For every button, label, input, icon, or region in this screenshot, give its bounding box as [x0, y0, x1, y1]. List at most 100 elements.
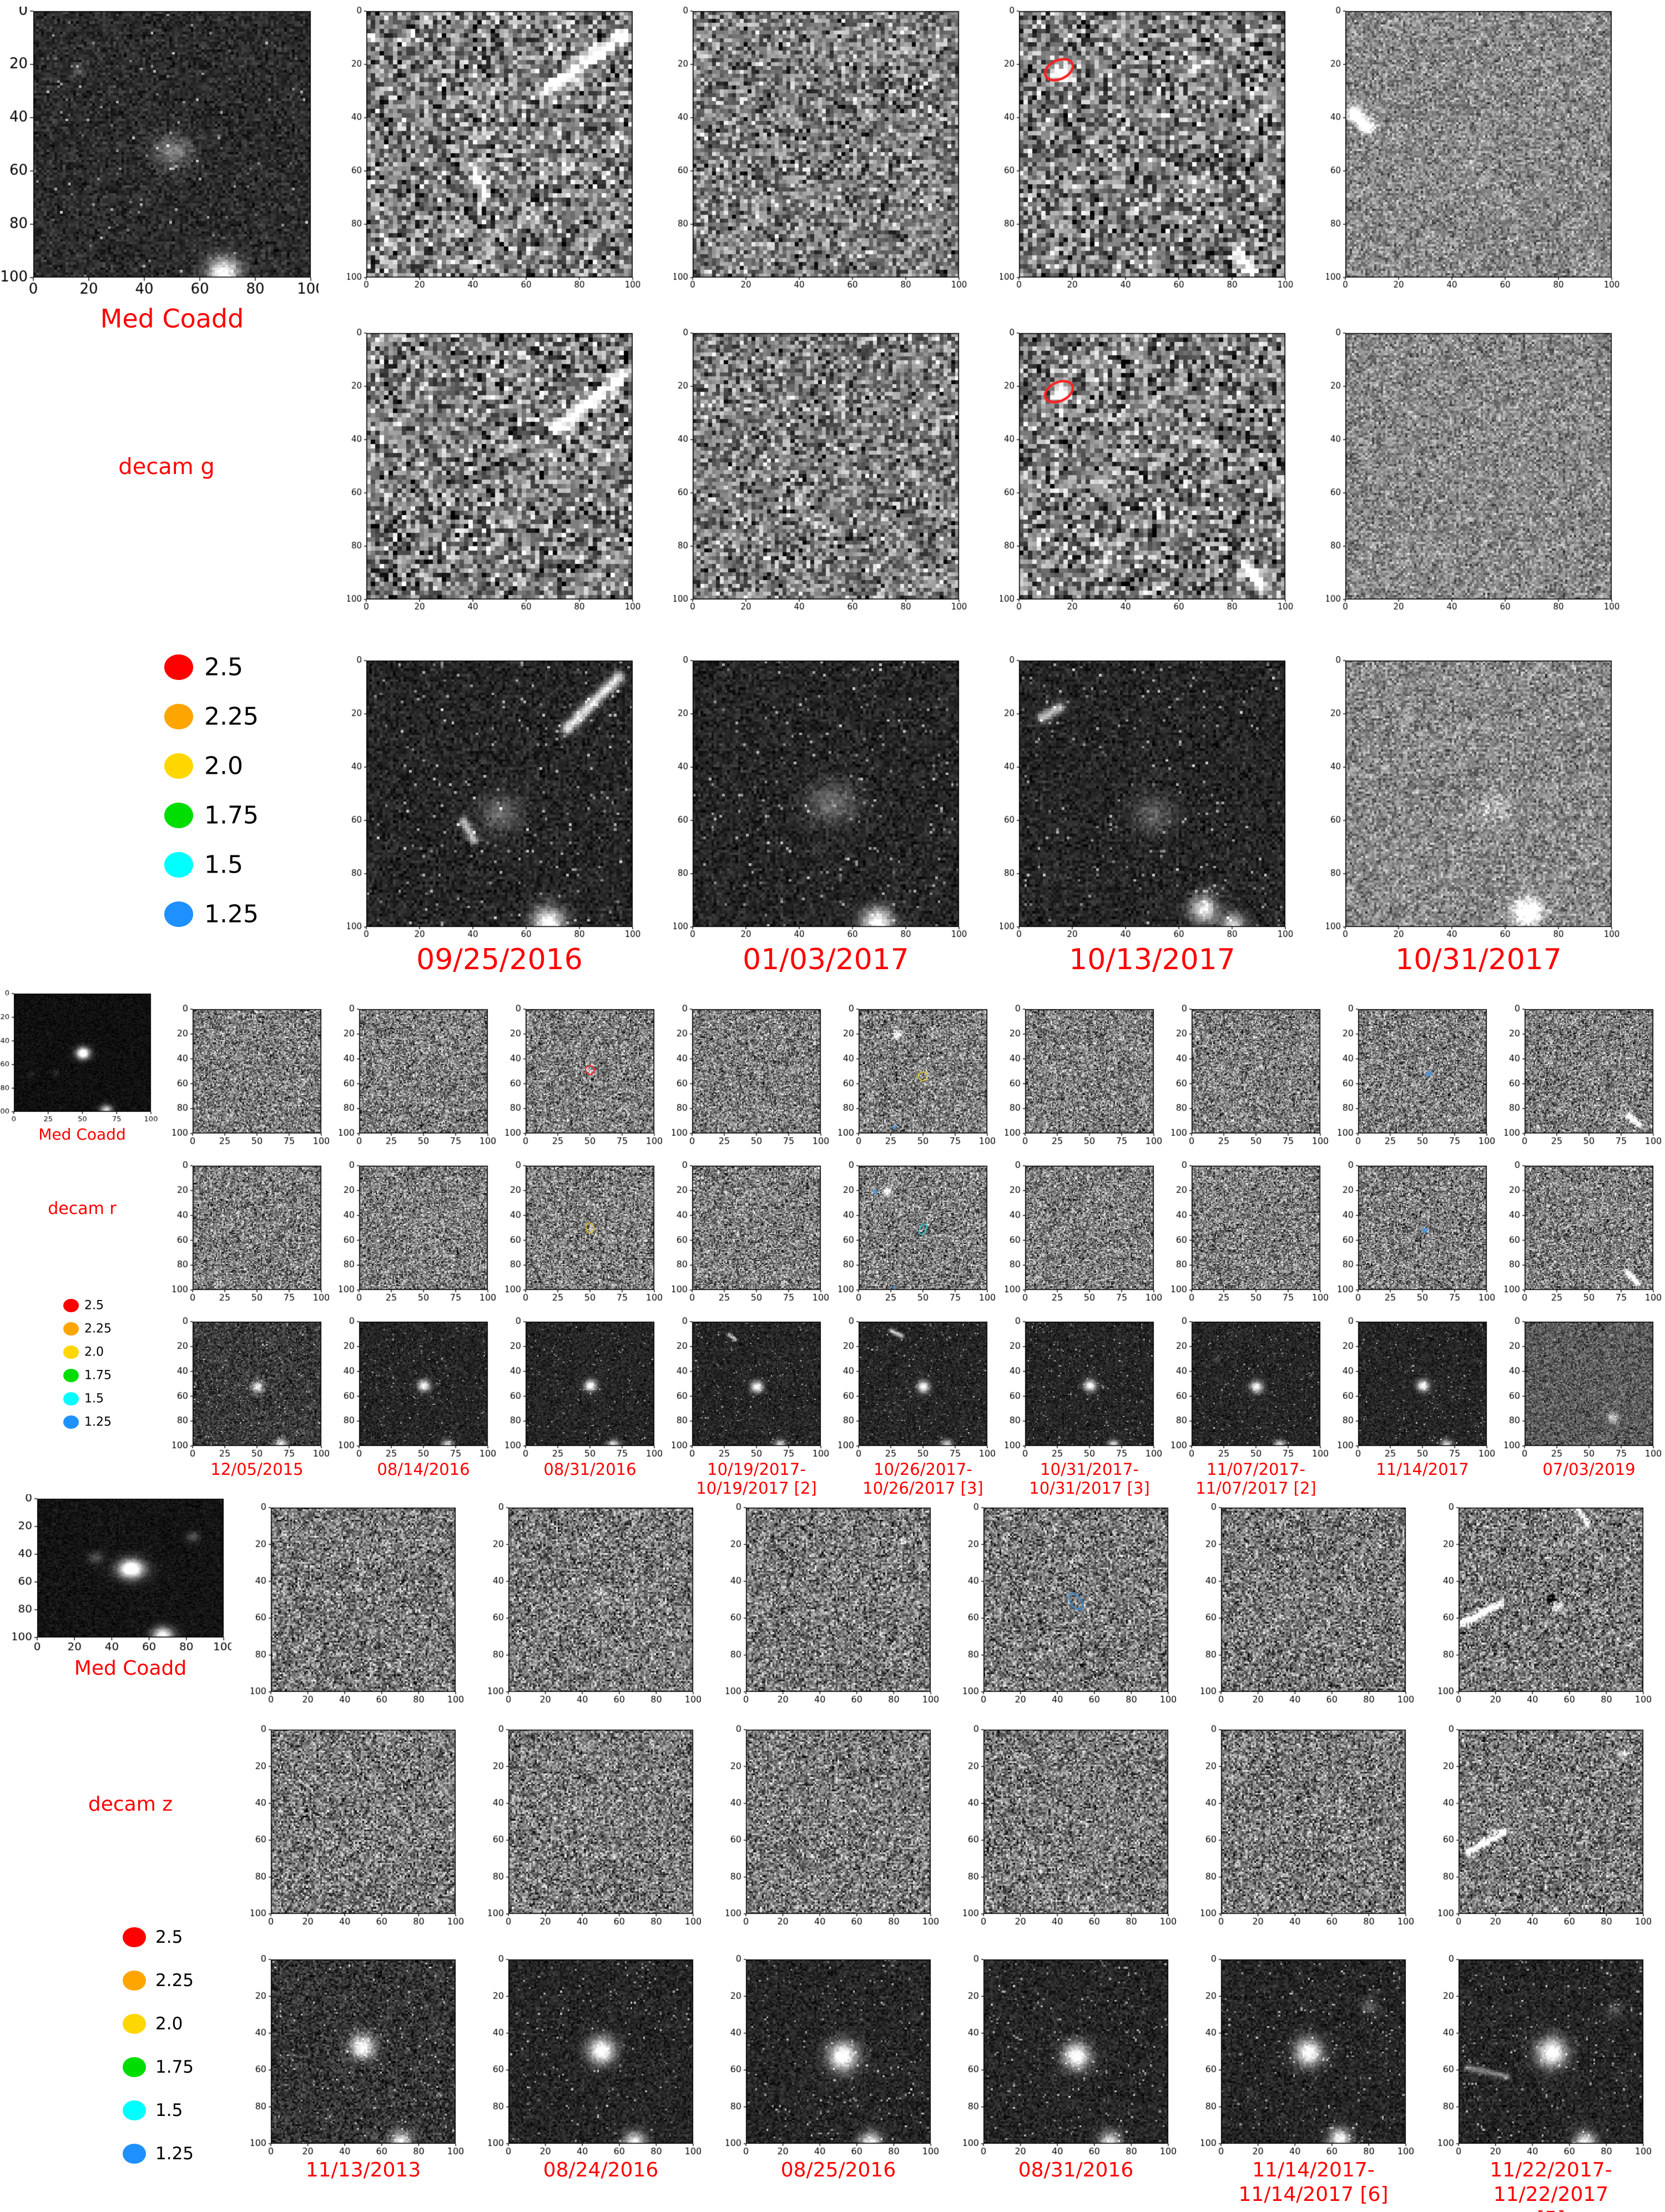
legend-value: 2.0: [155, 2014, 183, 2034]
cutout-panel: [674, 7, 967, 296]
legend-dot-2.0: [63, 1346, 79, 1359]
cutout-panel: [1505, 1161, 1661, 1309]
date-label: 10/31/2017- 10/31/2017 [3]: [1029, 1460, 1150, 1498]
cutout-panel: [339, 1161, 496, 1309]
cutout-panel: [1439, 1955, 1651, 2163]
cutout-panel: [251, 1955, 463, 2163]
cutout-panel: [1201, 1955, 1414, 2163]
legend-dot-1.75: [164, 803, 194, 828]
legend-dot-2.5: [164, 654, 194, 680]
cutout-panel: [506, 1161, 662, 1309]
band-label: decam z: [88, 1793, 173, 1816]
cutout-panel: [674, 656, 967, 945]
legend-dot-1.5: [123, 2100, 146, 2120]
date-label: 08/25/2016: [780, 2159, 896, 2181]
cutout-panel: [1005, 1317, 1162, 1465]
cutout-panel: [839, 1317, 995, 1465]
cutout-panel: [173, 1005, 329, 1152]
legend-value: 1.25: [204, 900, 259, 929]
cutout-panel: [488, 1725, 701, 1933]
cutout-panel: [339, 1005, 496, 1152]
cutout-panel: [1439, 1725, 1651, 1933]
cutout-panel: [1172, 1005, 1328, 1152]
cutout-panel: [726, 1503, 939, 1711]
legend-value: 1.75: [155, 2057, 194, 2077]
legend-value: 1.5: [84, 1392, 104, 1406]
date-label: 08/24/2016: [543, 2159, 659, 2181]
legend-value: 1.75: [204, 801, 259, 830]
cutout-panel: [672, 1317, 829, 1465]
date-label: 10/31/2017: [1395, 943, 1562, 976]
cutout-panel: [1172, 1317, 1328, 1465]
date-label: 10/26/2017- 10/26/2017 [3]: [862, 1460, 983, 1498]
legend-dot-2.5: [63, 1299, 79, 1312]
cutout-panel: [1338, 1005, 1495, 1152]
legend-value: 1.5: [155, 2100, 183, 2120]
cutout-panel: [726, 1955, 939, 2163]
legend-value: 2.25: [155, 1971, 194, 1991]
cutout-panel: [251, 1503, 463, 1711]
date-label: 08/31/2016: [543, 1460, 637, 1479]
med-coadd-label: Med Coadd: [38, 1125, 126, 1143]
legend-dot-1.25: [164, 901, 194, 927]
cutout-panel: [1326, 329, 1619, 618]
legend-value: 2.0: [84, 1345, 104, 1359]
cutout-panel: [1439, 1503, 1651, 1711]
date-label: 11/13/2013: [305, 2159, 421, 2181]
legend-dot-1.5: [63, 1392, 79, 1405]
cutout-panel: [251, 1725, 463, 1933]
med-coadd-cutout: [0, 989, 159, 1129]
date-label: 01/03/2017: [743, 943, 909, 976]
date-label: 10/13/2017: [1069, 943, 1235, 976]
cutout-panel: [672, 1161, 829, 1309]
cutout-panel: [347, 329, 640, 618]
band-label: decam r: [48, 1199, 117, 1218]
date-label: 11/07/2017- 11/07/2017 [2]: [1195, 1460, 1316, 1498]
med-coadd-label: Med Coadd: [74, 1657, 187, 1680]
legend-dot-2.25: [63, 1322, 79, 1336]
date-label: 10/19/2017- 10/19/2017 [2]: [696, 1460, 817, 1498]
legend-dot-2.25: [164, 704, 194, 729]
date-label: 11/14/2017- 11/14/2017 [6]: [1238, 2159, 1389, 2206]
legend-value: 2.25: [84, 1322, 112, 1336]
cutout-panel: [347, 7, 640, 296]
cutout-panel: [488, 1503, 701, 1711]
cutout-panel: [173, 1161, 329, 1309]
legend-dot-1.5: [164, 852, 194, 878]
cutout-panel: [1338, 1317, 1495, 1465]
cutout-panel: [963, 1955, 1176, 2163]
legend-value: 2.5: [84, 1298, 104, 1313]
legend-dot-2.0: [123, 2014, 146, 2034]
cutout-panel: [1201, 1503, 1414, 1711]
legend-value: 1.25: [84, 1415, 112, 1429]
cutout-panel: [1000, 329, 1293, 618]
date-label: 07/03/2019: [1542, 1460, 1636, 1479]
date-label: 08/14/2016: [377, 1460, 470, 1479]
cutout-panel: [726, 1725, 939, 1933]
cutout-panel: [506, 1005, 662, 1152]
legend-value: 1.75: [84, 1368, 112, 1383]
cutout-panel: [672, 1005, 829, 1152]
cutout-panel: [839, 1161, 995, 1309]
legend-dot-1.75: [123, 2057, 146, 2077]
cutout-panel: [674, 329, 967, 618]
cutout-panel: [1505, 1005, 1661, 1152]
cutout-panel: [1505, 1317, 1661, 1465]
band-label: decam g: [118, 454, 215, 480]
cutout-panel: [839, 1005, 995, 1152]
cutout-panel: [1326, 7, 1619, 296]
cutout-panel: [1000, 7, 1293, 296]
legend-dot-1.25: [123, 2144, 146, 2164]
cutout-panel: [1338, 1161, 1495, 1309]
legend-dot-2.0: [164, 753, 194, 779]
legend-value: 1.5: [204, 850, 243, 879]
med-coadd-label: Med Coadd: [100, 304, 244, 334]
legend-value: 2.5: [204, 653, 243, 682]
legend-dot-1.75: [63, 1369, 79, 1382]
cutout-panel: [963, 1725, 1176, 1933]
cutout-panel: [173, 1317, 329, 1465]
date-label: 09/25/2016: [416, 943, 583, 976]
